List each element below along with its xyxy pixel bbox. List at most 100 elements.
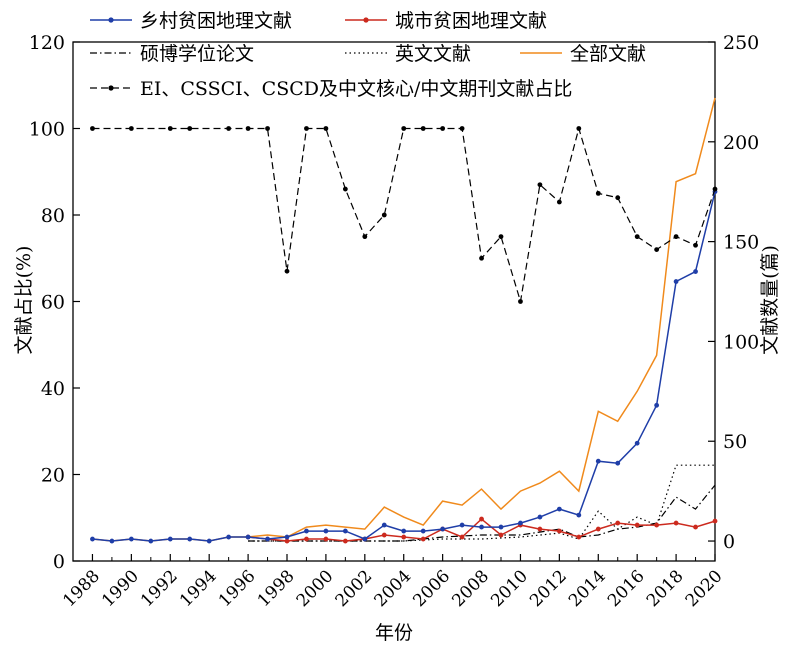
data-point (304, 126, 309, 131)
data-point (245, 126, 251, 131)
data-point (479, 524, 484, 530)
data-point (634, 440, 640, 446)
x-tick-label: 2020 (682, 566, 727, 611)
data-point (459, 522, 465, 528)
x-tick-label: 1996 (215, 566, 260, 611)
data-point (304, 536, 309, 542)
data-point (245, 534, 251, 540)
data-point (90, 126, 95, 131)
legend-marker (108, 17, 114, 23)
data-point (440, 126, 446, 131)
data-point (187, 126, 193, 131)
data-point (556, 199, 562, 205)
data-point (673, 234, 679, 240)
x-tick-label: 2018 (643, 566, 688, 611)
data-point (673, 279, 679, 284)
data-point (459, 534, 465, 540)
x-axis-label: 年份 (375, 622, 413, 644)
data-point (265, 126, 270, 131)
data-point (265, 536, 270, 542)
data-point (518, 520, 523, 526)
data-point (381, 212, 387, 218)
series-line (92, 126, 716, 302)
plot-frame (72, 41, 716, 562)
y-axis-right-label: 文献数量(篇) (759, 245, 781, 355)
data-point (284, 268, 290, 274)
data-point (284, 538, 290, 544)
data-point (654, 247, 660, 253)
data-point (167, 536, 173, 542)
data-point (712, 186, 718, 192)
series-line (248, 518, 716, 542)
y-right-tick-label: 0 (723, 531, 735, 553)
y-axis-right: 0 50 100 150 200 250 (708, 32, 759, 553)
data-point (537, 514, 543, 520)
data-point (693, 524, 698, 530)
data-point (128, 126, 134, 131)
y-axis-left-label: 文献占比(%) (13, 246, 35, 355)
y-right-tick-label: 200 (723, 132, 759, 154)
series-4 (92, 97, 716, 542)
x-tick-label: 2002 (332, 566, 377, 611)
data-point (498, 234, 504, 240)
data-point (537, 182, 543, 188)
data-point (323, 126, 329, 131)
data-point (498, 524, 504, 530)
data-point (615, 520, 621, 526)
legend-label: 硕博学位论文 (140, 43, 254, 65)
series-line (248, 484, 716, 542)
legend-marker (363, 17, 369, 23)
y-right-tick-label: 250 (723, 32, 759, 54)
data-point (420, 528, 426, 534)
x-tick-label: 2008 (448, 566, 493, 611)
data-point (576, 534, 582, 540)
legend-item: 乡村贫困地理文献 (90, 10, 292, 32)
series-5 (90, 126, 718, 304)
y-left-tick-label: 120 (29, 32, 65, 54)
legend-label: 全部文献 (570, 43, 646, 65)
x-tick-label: 2006 (409, 566, 454, 611)
data-point (420, 536, 426, 542)
data-point (654, 522, 660, 528)
x-axis: 1988199019921994199619982000200220042006… (59, 554, 727, 611)
data-point (323, 536, 329, 542)
data-point (595, 458, 601, 464)
data-point (576, 126, 582, 131)
legend-item: 城市贫困地理文献 (345, 10, 547, 32)
data-point (479, 516, 484, 522)
data-point (693, 269, 698, 274)
data-point (634, 522, 640, 528)
legend-marker (108, 85, 114, 91)
data-point (693, 242, 698, 248)
data-point (634, 234, 640, 240)
data-point (167, 126, 173, 131)
series-3 (248, 464, 715, 542)
data-point (654, 402, 660, 408)
data-point (401, 528, 407, 534)
data-point (615, 195, 621, 201)
data-point (401, 534, 407, 540)
data-point (226, 126, 232, 131)
data-point (226, 534, 232, 540)
data-point (362, 234, 368, 240)
data-point (362, 536, 368, 542)
data-point (342, 186, 348, 192)
series-1 (245, 516, 718, 544)
data-point (479, 255, 484, 261)
series-2 (248, 484, 716, 542)
y-left-tick-label: 0 (53, 551, 65, 573)
data-point (323, 528, 329, 534)
data-point (420, 126, 426, 131)
y-axis-left: 0 20 40 60 80 100 120 (29, 32, 80, 573)
y-left-tick-label: 60 (41, 292, 65, 314)
y-right-tick-label: 150 (723, 232, 759, 254)
series-line (92, 97, 716, 542)
data-point (128, 536, 134, 542)
legend-label: 乡村贫困地理文献 (140, 10, 292, 32)
x-tick-label: 2010 (487, 566, 532, 611)
data-point (615, 460, 621, 466)
series-line (248, 464, 715, 542)
y-left-tick-label: 20 (41, 465, 65, 487)
